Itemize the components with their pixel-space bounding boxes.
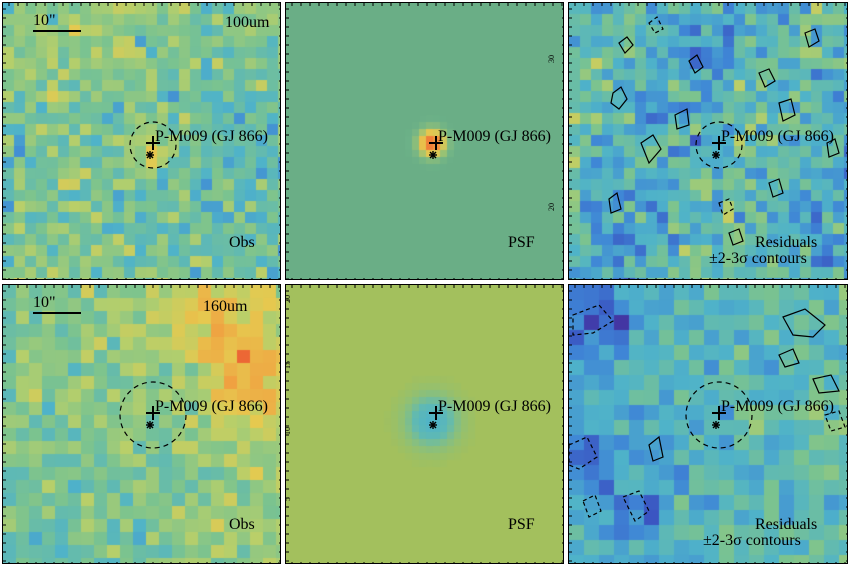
band-label: 100um [225, 14, 270, 31]
obs-100um-panel: 10" 100um P-M009 (GJ 866) Obs [2, 2, 281, 280]
contour [778, 348, 800, 368]
residuals-100um-image [569, 3, 847, 279]
source-label: P-M009 (GJ 866) [438, 128, 551, 145]
contour [582, 494, 602, 518]
tick-label: 30 [547, 55, 556, 63]
residuals-160um-panel: P-M009 (GJ 866) Residuals ±2-3σ contours [568, 284, 848, 564]
tick-label: 15 [285, 361, 292, 369]
psf-100um-panel: P-M009 (GJ 866) PSF 30 20 [285, 2, 564, 280]
psf-160um-image [286, 285, 563, 563]
psf-160um-overlay [286, 285, 563, 563]
aperture-circle [695, 121, 743, 169]
contour [758, 68, 776, 88]
tick-label: 5 [286, 497, 292, 501]
contour [640, 134, 662, 165]
contour [648, 16, 664, 34]
scale-label: 10" [33, 12, 56, 29]
contour [618, 36, 634, 54]
contour [688, 54, 704, 74]
psf-100um-overlay [286, 3, 563, 279]
star-marker [429, 421, 437, 429]
contour [804, 28, 820, 48]
contour [572, 304, 614, 336]
obs-100um-image [3, 3, 280, 279]
psf-label: PSF [508, 516, 535, 533]
band-label: 160um [203, 298, 248, 315]
tick-label: 10 [285, 427, 292, 435]
residuals-label: Residuals [755, 234, 818, 251]
star-marker [429, 151, 437, 159]
psf-100um-image [286, 3, 563, 279]
source-label: P-M009 (GJ 866) [155, 398, 268, 415]
obs-160um-image [3, 285, 280, 563]
obs-160um-panel: 10" 160um P-M009 (GJ 866) Obs [2, 284, 281, 564]
source-label: P-M009 (GJ 866) [721, 398, 834, 415]
star-marker [146, 151, 154, 159]
source-label: P-M009 (GJ 866) [721, 128, 834, 145]
contour [826, 138, 840, 158]
star-marker [146, 421, 154, 429]
obs-100um-overlay [3, 3, 280, 279]
contour [812, 374, 840, 394]
psf-160um-panel: P-M009 (GJ 866) PSF 20 15 10 5 [285, 284, 564, 564]
residuals-160um-overlay [569, 285, 847, 563]
scale-label: 10" [33, 294, 56, 311]
contour [728, 228, 744, 246]
obs-label: Obs [229, 516, 255, 533]
contour [778, 98, 796, 122]
contour [569, 436, 598, 470]
star-marker [712, 151, 720, 159]
star-marker [712, 421, 720, 429]
psf-label: PSF [508, 234, 535, 251]
residuals-100um-panel: P-M009 (GJ 866) Residuals ±2-3σ contours [568, 2, 848, 280]
obs-label: Obs [229, 234, 255, 251]
contour [718, 198, 734, 216]
contour [622, 490, 650, 522]
residuals-label: Residuals [755, 516, 818, 533]
contour [768, 178, 784, 198]
contour [610, 86, 628, 110]
tick-label: 20 [547, 203, 556, 211]
residuals-100um-overlay [569, 3, 847, 279]
contours-label: ±2-3σ contours [709, 250, 807, 267]
source-label: P-M009 (GJ 866) [155, 128, 268, 145]
residuals-160um-image [569, 285, 847, 563]
tick-label: 20 [285, 295, 292, 303]
contour [782, 308, 826, 338]
contour [824, 410, 846, 432]
aperture-circle [119, 381, 187, 449]
aperture-circle [685, 381, 753, 449]
contour [674, 108, 690, 130]
contour [648, 435, 664, 462]
aperture-circle [129, 121, 177, 169]
source-label: P-M009 (GJ 866) [438, 398, 551, 415]
contour [608, 191, 622, 214]
contours-label: ±2-3σ contours [703, 532, 801, 549]
obs-160um-overlay [3, 285, 280, 563]
